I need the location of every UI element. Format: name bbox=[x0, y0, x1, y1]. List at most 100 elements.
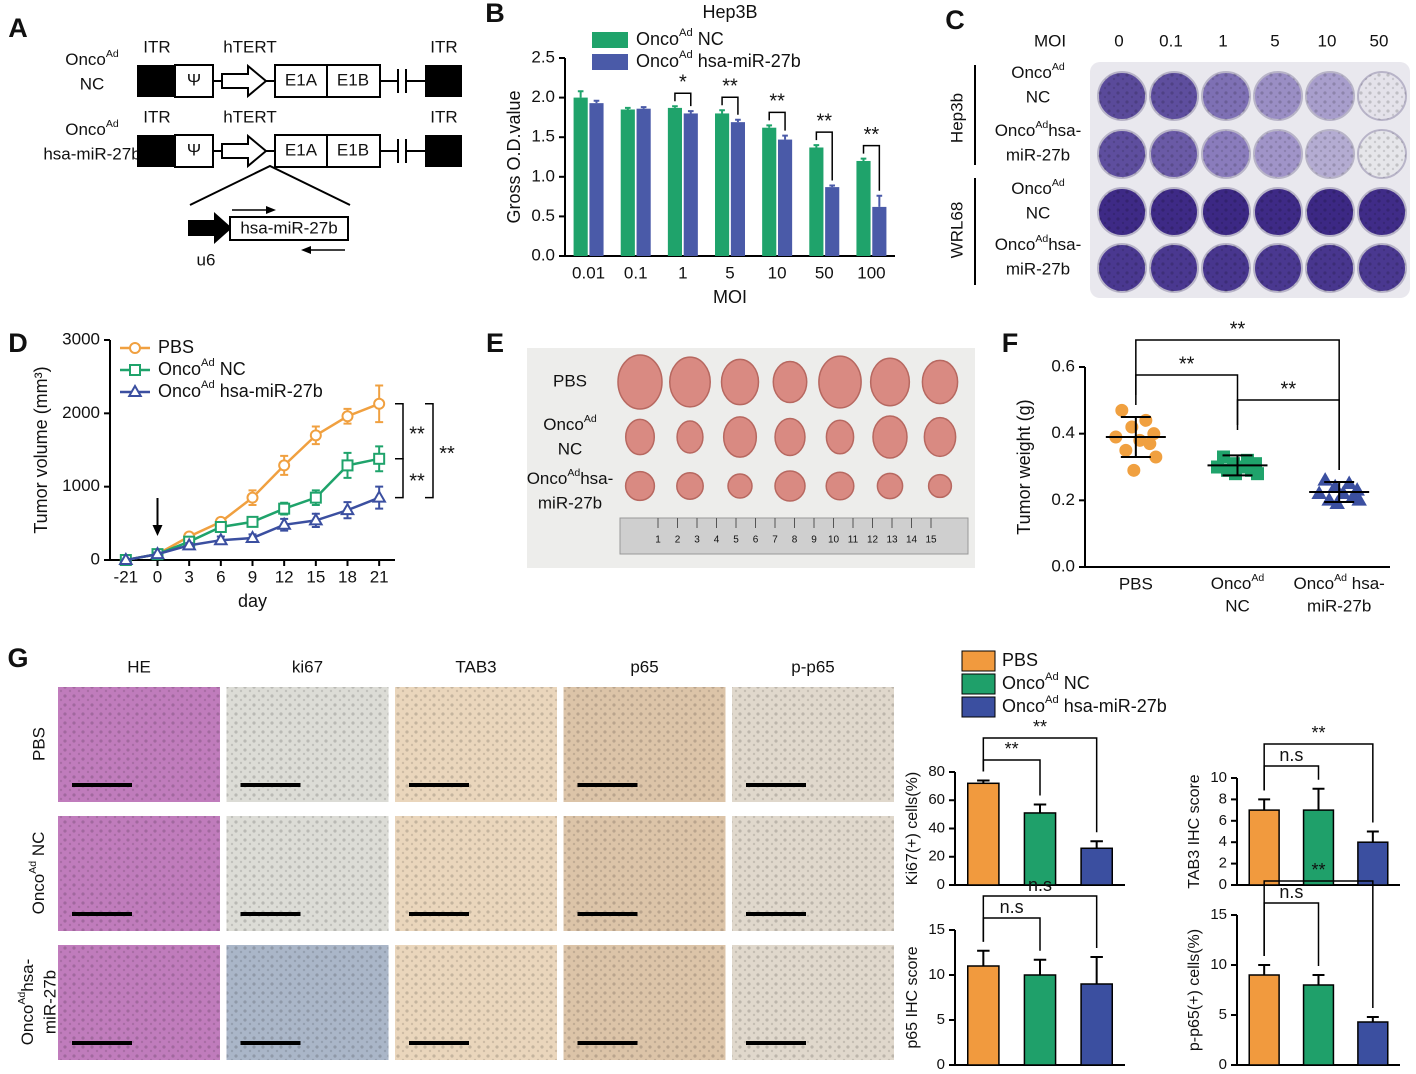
ruler-number: 9 bbox=[811, 535, 817, 546]
marker bbox=[1119, 443, 1133, 457]
legend-label: PBS bbox=[1002, 650, 1038, 670]
marker bbox=[1229, 467, 1242, 481]
sd-bar bbox=[1222, 454, 1253, 477]
sd-bar bbox=[1324, 481, 1355, 503]
row-label-part: hsa- bbox=[580, 469, 613, 488]
y-tick-label: 2 bbox=[1219, 855, 1227, 872]
bar bbox=[1302, 984, 1335, 1066]
significance-label: n.s bbox=[1279, 882, 1303, 902]
bar bbox=[636, 108, 651, 256]
construct-name-part: Onco bbox=[65, 120, 106, 139]
ruler-number: 3 bbox=[694, 535, 700, 546]
psi-label: Ψ bbox=[187, 70, 201, 89]
x-tick-label: 15 bbox=[306, 567, 325, 586]
marker bbox=[308, 512, 324, 526]
well-texture bbox=[1358, 130, 1406, 178]
primer-head bbox=[266, 206, 276, 214]
legend-label: OncoAd NC bbox=[1002, 671, 1090, 693]
tumor bbox=[624, 418, 656, 456]
y-tick-label: 3000 bbox=[62, 329, 100, 348]
error-bar bbox=[766, 124, 773, 128]
ihc-texture bbox=[395, 816, 557, 931]
construct-name-sup: Ad bbox=[106, 48, 119, 60]
y-tick-label: 0.5 bbox=[531, 206, 555, 225]
marker bbox=[1251, 467, 1264, 481]
row-label: OncoAd bbox=[1011, 177, 1065, 199]
ihc-texture bbox=[732, 687, 894, 802]
bar bbox=[1023, 974, 1057, 1066]
bar bbox=[967, 782, 1000, 886]
tumor bbox=[825, 419, 855, 455]
row-label: miR-27b bbox=[40, 970, 59, 1034]
significance-label: ** bbox=[1311, 723, 1325, 743]
y-axis-label-group: Tumor weight (g) bbox=[1014, 399, 1034, 534]
error-bar bbox=[829, 184, 836, 188]
column-header: ki67 bbox=[292, 657, 323, 676]
well-texture bbox=[1254, 244, 1302, 292]
marker bbox=[278, 459, 291, 472]
error-bar bbox=[1258, 964, 1271, 975]
tumor bbox=[774, 417, 806, 457]
marker bbox=[309, 429, 322, 442]
e1b-box bbox=[326, 134, 381, 168]
legend-label-part: NC bbox=[1059, 673, 1090, 693]
marker bbox=[373, 397, 386, 410]
x-tick-label: 10 bbox=[768, 263, 787, 282]
series-line bbox=[125, 457, 380, 562]
tumor bbox=[720, 358, 760, 406]
ihc-texture bbox=[58, 687, 220, 802]
legend-swatch bbox=[592, 54, 628, 70]
row-label-sup: Ad bbox=[1052, 177, 1065, 189]
promoter-arrow bbox=[221, 63, 268, 99]
e1b-label: E1B bbox=[337, 140, 369, 159]
y-axis-label-group: TAB3 IHC score bbox=[1186, 774, 1203, 889]
marker bbox=[1351, 492, 1367, 506]
ruler-number: 13 bbox=[886, 535, 898, 546]
legend-swatch bbox=[961, 696, 996, 718]
y-tick-label: 10 bbox=[928, 966, 945, 983]
construct-name-part: Onco bbox=[65, 50, 106, 69]
row-label-part: Onco bbox=[29, 874, 48, 915]
ruler-number: 10 bbox=[828, 535, 840, 546]
moi-tick: 0 bbox=[1114, 31, 1123, 50]
y-axis-label-group: Ki67(+) cells(%) bbox=[904, 772, 921, 885]
ruler-number: 11 bbox=[848, 535, 859, 546]
significance-label: ** bbox=[439, 443, 455, 465]
well-texture bbox=[1202, 72, 1250, 120]
significance-bracket bbox=[982, 737, 1098, 833]
row-label-part: Onco bbox=[1011, 179, 1052, 198]
row-label: OncoAd bbox=[543, 413, 597, 435]
bar bbox=[777, 139, 793, 256]
significance-label: * bbox=[679, 72, 687, 94]
itr-label: ITR bbox=[430, 37, 457, 56]
y-tick-label: 0.2 bbox=[1051, 490, 1075, 509]
tumor bbox=[927, 473, 953, 499]
column-header: TAB3 bbox=[455, 657, 496, 676]
row-label-sup: Ad bbox=[1035, 119, 1048, 131]
well-texture bbox=[1150, 72, 1198, 120]
y-axis-label-group: p65 IHC score bbox=[904, 946, 921, 1048]
legend-label: OncoAd NC bbox=[158, 357, 246, 379]
tumor bbox=[869, 357, 911, 407]
y-tick-label: 0.0 bbox=[531, 245, 555, 264]
significance-label: n.s bbox=[1028, 875, 1052, 895]
bar bbox=[809, 147, 824, 256]
legend-label: OncoAd hsa-miR-27b bbox=[1002, 694, 1167, 716]
construct-name-sup: Ad bbox=[106, 118, 119, 130]
x-tick-label-part: hsa- bbox=[1347, 574, 1385, 593]
sd-bar bbox=[1120, 416, 1151, 458]
y-tick-label: 6 bbox=[1219, 812, 1227, 829]
bar bbox=[762, 127, 777, 256]
row-label: OncoAdhsa- bbox=[527, 467, 614, 489]
ruler-number: 14 bbox=[906, 535, 918, 546]
moi-label: MOI bbox=[1034, 31, 1066, 50]
moi-tick: 0.1 bbox=[1159, 31, 1183, 50]
significance-label: ** bbox=[1033, 717, 1047, 737]
x-tick-label: 0.01 bbox=[572, 263, 605, 282]
x-tick-label-sup: Ad bbox=[1251, 572, 1264, 584]
error-bar bbox=[1033, 803, 1047, 813]
tumor bbox=[872, 415, 908, 459]
moi-tick: 1 bbox=[1218, 31, 1227, 50]
error-bar bbox=[977, 949, 990, 966]
ihc-texture bbox=[395, 945, 557, 1060]
